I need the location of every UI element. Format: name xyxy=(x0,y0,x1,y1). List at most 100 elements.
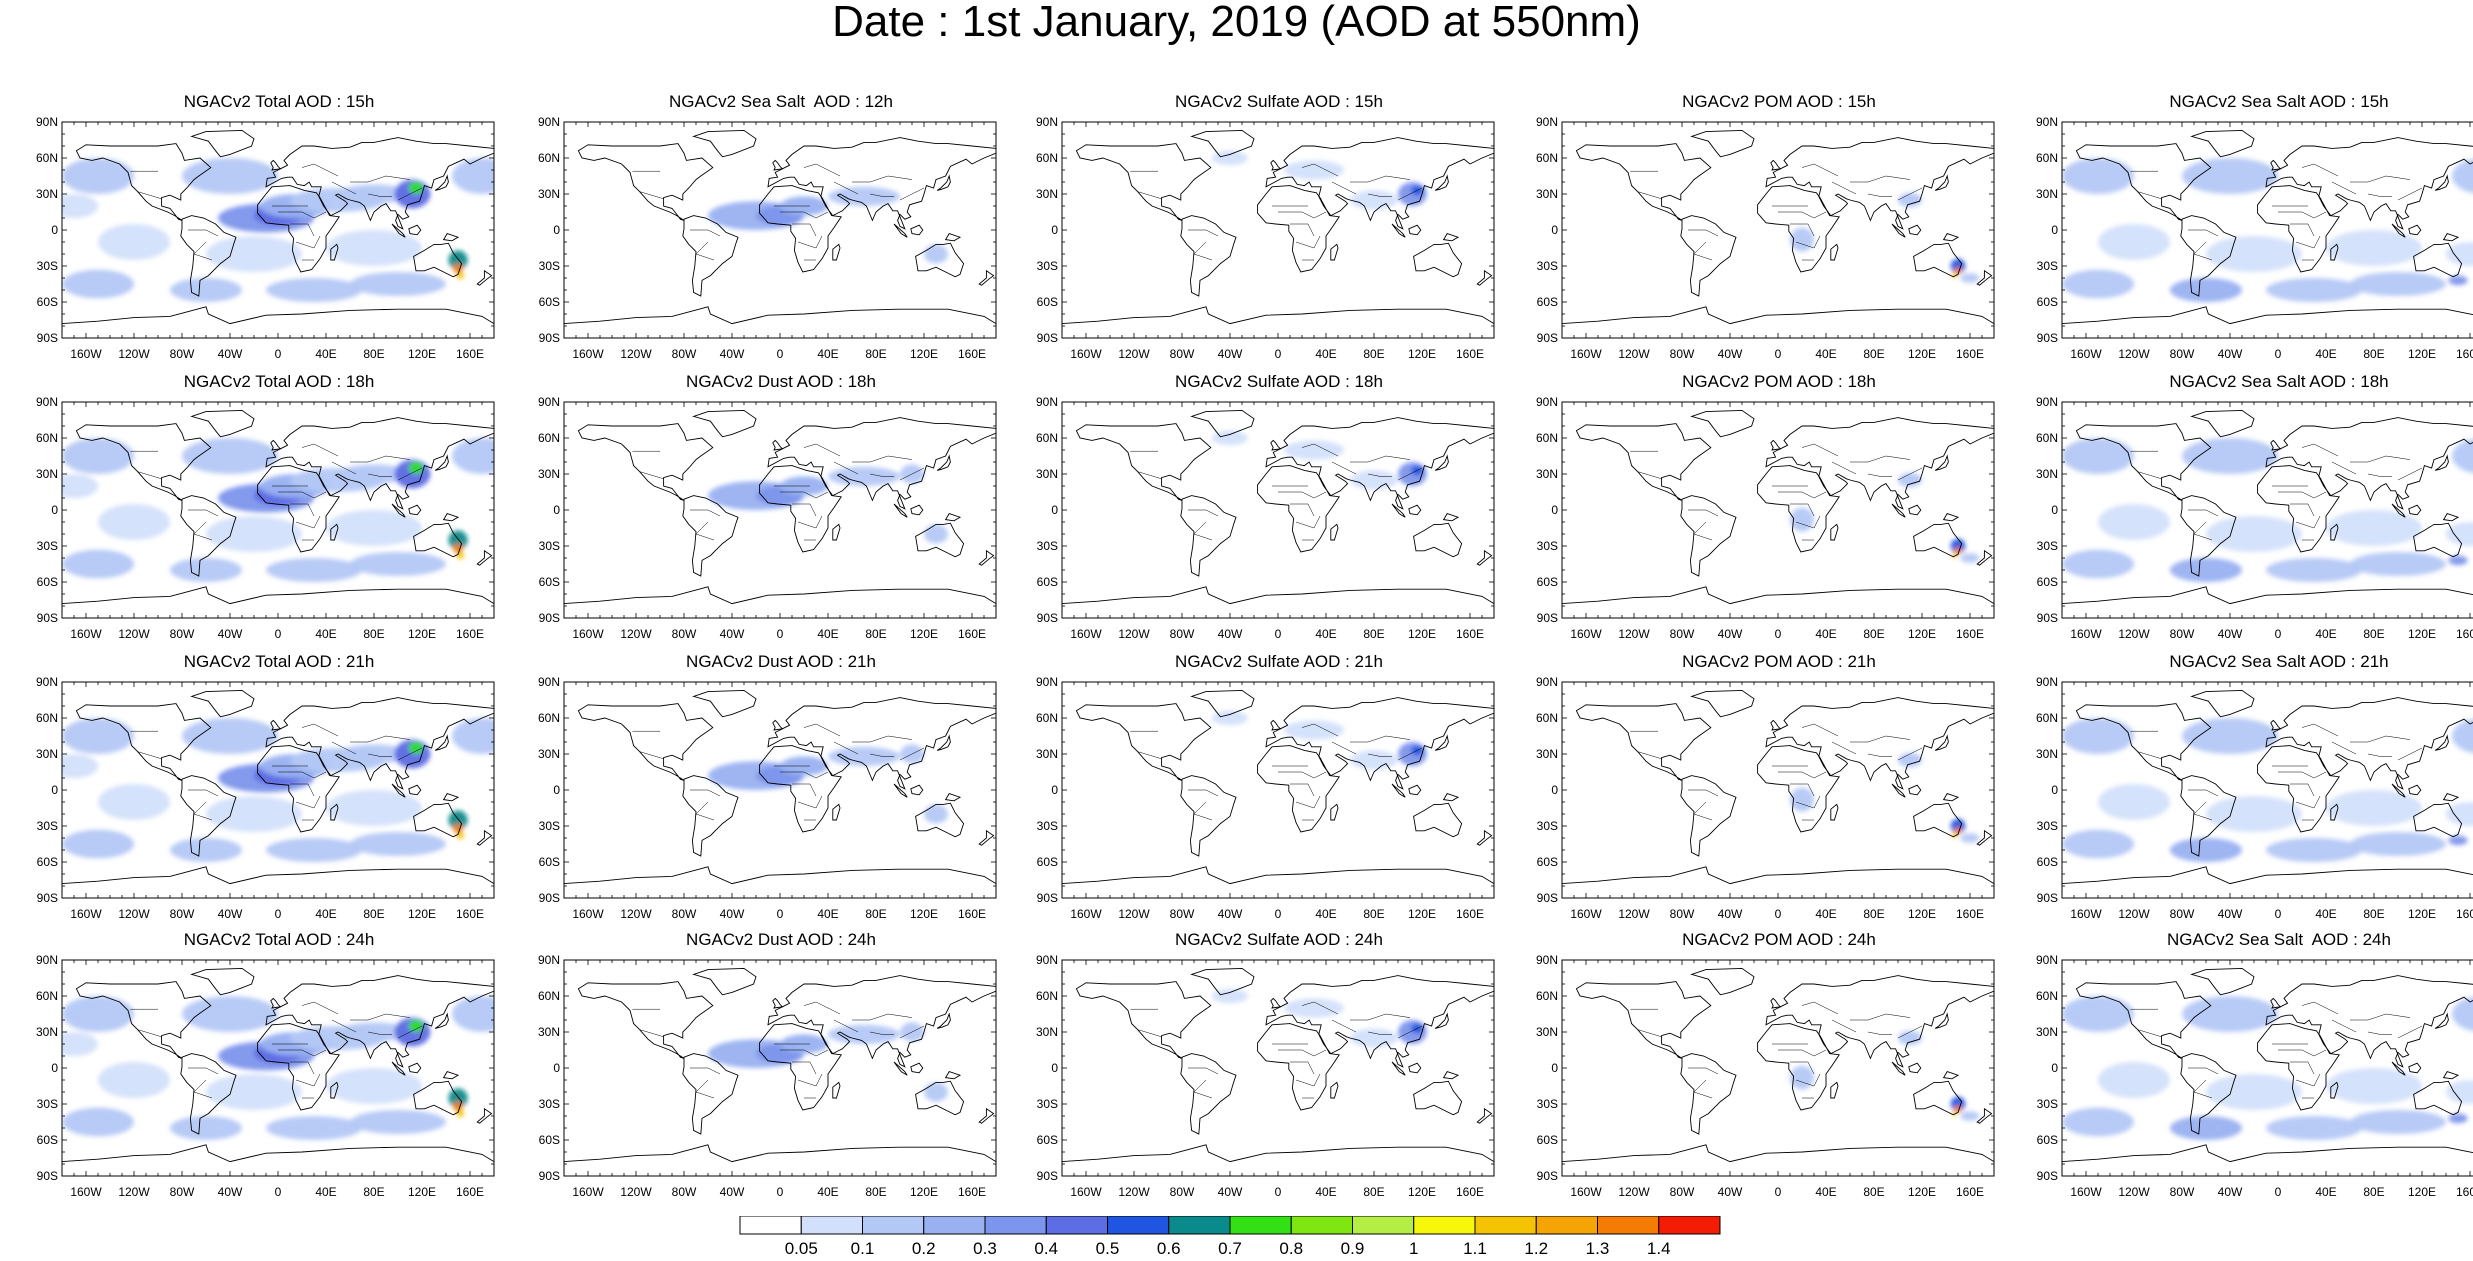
coastline xyxy=(767,697,996,790)
lon-tick-label: 40W xyxy=(720,907,745,921)
country-border xyxy=(1278,491,1327,499)
coastline xyxy=(1913,1080,1963,1116)
lat-tick-label: 60S xyxy=(2037,855,2058,869)
colorbar-swatch xyxy=(1474,1216,1537,1235)
lon-tick-label: 160W xyxy=(1570,1185,1602,1199)
coastline xyxy=(2434,1012,2449,1029)
coastline xyxy=(1180,1053,1237,1135)
lon-tick-label: 120E xyxy=(2408,627,2436,641)
map-frame xyxy=(1061,121,1495,339)
lat-tick-label: 60N xyxy=(1536,711,1558,725)
coastline xyxy=(75,703,212,781)
lat-tick-label: 30S xyxy=(37,1097,58,1111)
colorbar-swatch xyxy=(1413,1216,1476,1235)
coastline xyxy=(910,504,924,516)
coastline xyxy=(692,689,757,718)
map-panel: NGACv2 Sulfate AOD : 21h 90N 60N 30N 0 30S 60… xyxy=(1030,652,1498,921)
lon-tick-label: 80E xyxy=(1363,627,1384,641)
map-panel: NGACv2 POM AOD : 15h 90N 60N 30N 0 30S 60S 90S… xyxy=(1530,92,1998,361)
country-border xyxy=(1193,241,1213,261)
lon-tick-label: 160E xyxy=(2456,627,2473,641)
coastline xyxy=(2180,215,2237,297)
lon-tick-label: 80E xyxy=(1863,347,1884,361)
lat-tick-label: 90S xyxy=(1037,1169,1058,1183)
lon-tick-label: 40W xyxy=(218,627,243,641)
coastline xyxy=(1330,803,1339,821)
coastline xyxy=(577,143,714,221)
lon-tick-label: 80W xyxy=(1670,907,1695,921)
lon-tick-label: 40W xyxy=(2218,347,2243,361)
lat-tick-label: 30N xyxy=(1536,1025,1558,1039)
lon-tick-label: 120E xyxy=(408,347,436,361)
country-border xyxy=(1790,783,1815,797)
coastline xyxy=(893,223,908,238)
lat-tick-label: 30N xyxy=(2036,747,2058,761)
coastline xyxy=(1908,1062,1922,1074)
lon-tick-label: 120E xyxy=(1408,1185,1436,1199)
map-panel: NGACv2 Sea Salt AOD : 15h 90N 60N 30N 0 30S 6… xyxy=(2030,92,2473,361)
lon-tick-label: 80W xyxy=(672,347,697,361)
coastline xyxy=(2270,439,2282,451)
country-border xyxy=(137,751,162,760)
lat-tick-label: 30N xyxy=(538,747,560,761)
country-border xyxy=(1350,175,1411,183)
country-border xyxy=(2331,741,2357,755)
lon-tick-label: 40E xyxy=(817,347,838,361)
coastline xyxy=(1265,417,1494,510)
colorbar-swatch xyxy=(739,1216,802,1235)
map-frame xyxy=(1061,401,1495,619)
lat-tick-label: 90N xyxy=(2036,953,2058,967)
coastline xyxy=(1562,306,1994,338)
coastline xyxy=(2330,803,2339,821)
coastline xyxy=(1391,1061,1406,1076)
country-border xyxy=(852,735,913,743)
coastline xyxy=(1442,513,1460,522)
lon-tick-label: 0 xyxy=(1775,347,1782,361)
world-map: 90N 60N 30N 0 30S 60S 90S 160W 120W 80W 40W 0 40E 80E… xyxy=(1536,953,1995,1199)
world-map: 90N 60N 30N 0 30S 60S 90S 160W 120W 80W 40W 0 40E 80E… xyxy=(1536,115,1995,361)
lon-tick-label: 160E xyxy=(1956,907,1984,921)
country-border xyxy=(1193,1079,1213,1099)
country-border xyxy=(1397,187,1423,201)
country-border xyxy=(137,471,162,480)
lon-tick-label: 40E xyxy=(817,907,838,921)
coastline xyxy=(2270,159,2282,171)
lat-tick-label: 60S xyxy=(539,575,560,589)
country-border xyxy=(1790,223,1815,237)
coastline xyxy=(1434,734,1449,751)
lon-tick-label: 80W xyxy=(672,627,697,641)
coastline xyxy=(75,143,212,221)
lat-tick-label: 60S xyxy=(37,855,58,869)
lon-tick-label: 160W xyxy=(2070,627,2102,641)
country-border xyxy=(397,467,423,481)
country-border xyxy=(1831,1019,1857,1033)
coastline xyxy=(1680,215,1737,297)
country-border xyxy=(2278,771,2327,779)
coastline xyxy=(330,523,339,541)
coastline xyxy=(1408,224,1422,236)
lat-tick-label: 90S xyxy=(37,891,58,905)
lon-tick-label: 40E xyxy=(817,627,838,641)
country-border xyxy=(1801,443,1839,457)
world-map: 90N 60N 30N 0 30S 60S 90S 160W 120W 80W 40W 0 40E 80E… xyxy=(538,395,997,641)
lon-tick-label: 120W xyxy=(118,1185,150,1199)
coastline xyxy=(270,439,282,451)
coastline xyxy=(413,522,463,558)
country-border xyxy=(188,509,219,517)
lon-tick-label: 80E xyxy=(1863,1185,1884,1199)
lat-tick-label: 60N xyxy=(36,431,58,445)
lon-tick-label: 40W xyxy=(2218,1185,2243,1199)
country-border xyxy=(803,443,841,457)
coastline xyxy=(2190,129,2255,158)
coastline xyxy=(1270,997,1282,1009)
country-border xyxy=(2367,473,2392,477)
coastline xyxy=(1575,981,1712,1059)
world-map: 90N 60N 30N 0 30S 60S 90S 160W 120W 80W 40W 0 40E 80E… xyxy=(1536,675,1995,921)
world-map: 90N 60N 30N 0 30S 60S 90S 160W 120W 80W 40W 0 40E 80E… xyxy=(538,115,997,361)
coastline xyxy=(944,1071,962,1080)
lon-tick-label: 40E xyxy=(315,907,336,921)
coastline xyxy=(1913,522,1963,558)
coastline xyxy=(2330,523,2339,541)
lon-tick-label: 160W xyxy=(572,347,604,361)
world-map: 90N 60N 30N 0 30S 60S 90S 160W 120W 80W 40W 0 40E 80E… xyxy=(2036,675,2473,921)
